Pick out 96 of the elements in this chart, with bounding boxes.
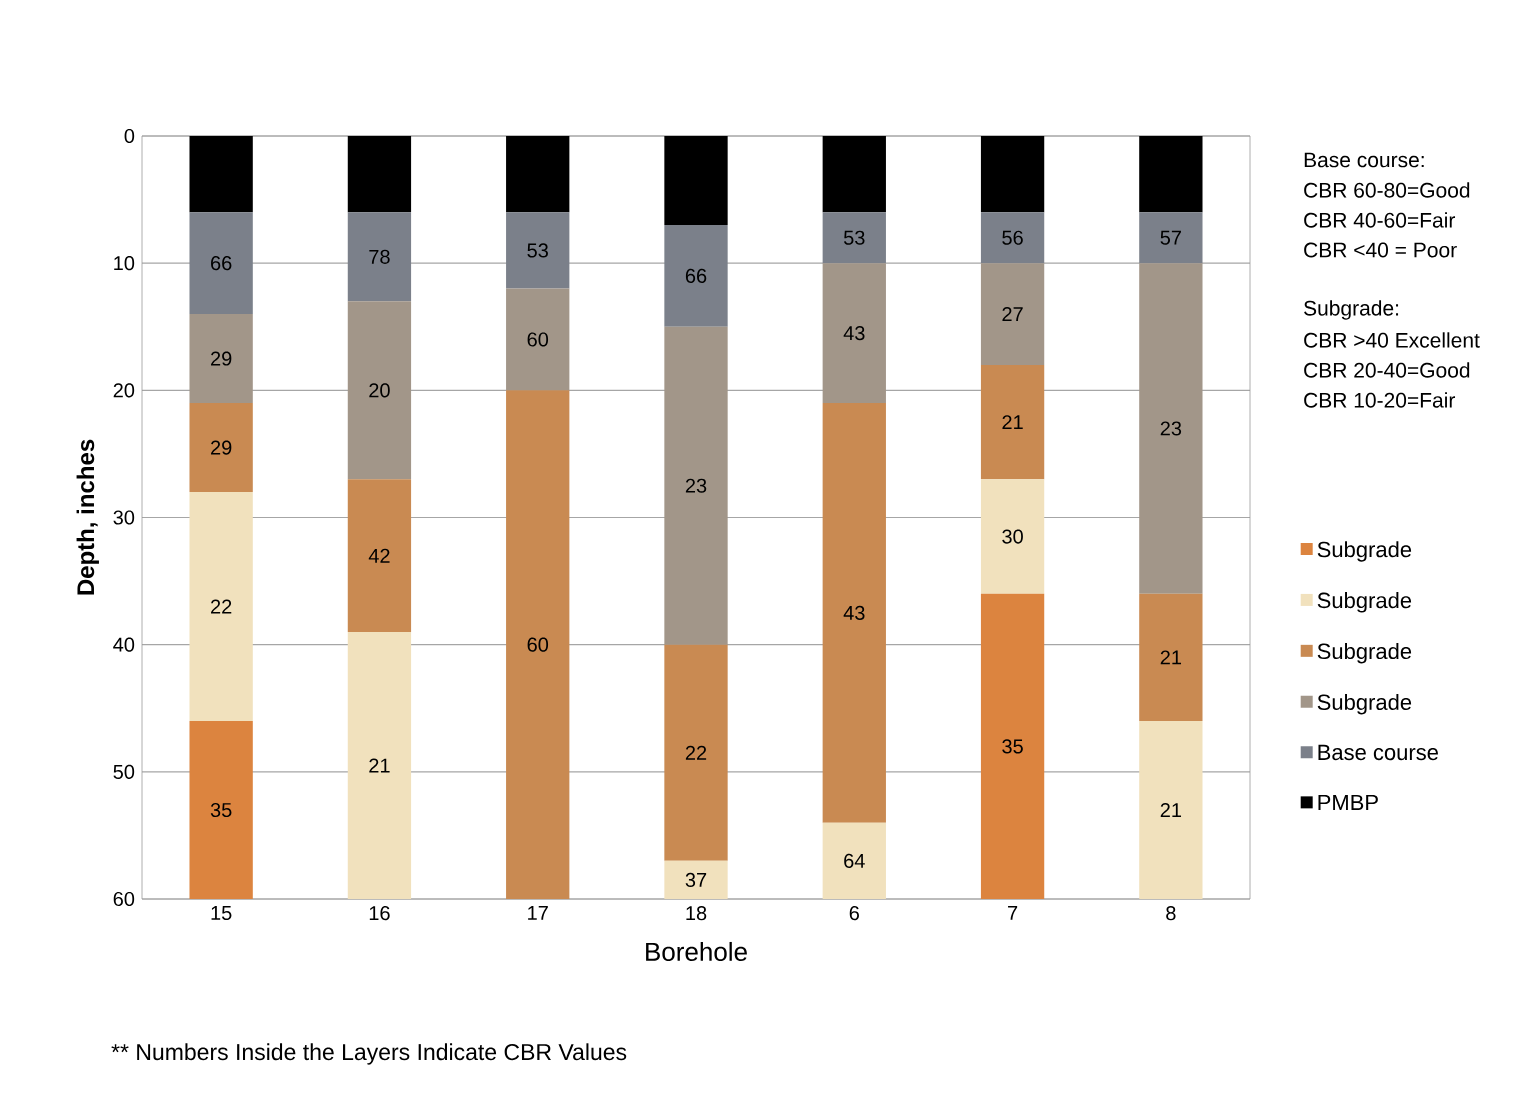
annotation: 64 bbox=[844, 853, 865, 868]
annotation: 35 bbox=[210, 802, 232, 818]
bar bbox=[980, 263, 1045, 365]
text: ** Numbers Inside the Layers Indicate CBR Values bbox=[111, 1043, 627, 1065]
y-tick-label: 20 bbox=[113, 383, 135, 398]
bar bbox=[347, 479, 412, 632]
annotation: 60 bbox=[527, 637, 549, 652]
annotation: 43 bbox=[843, 605, 865, 620]
annotation: 21 bbox=[369, 758, 390, 773]
legend-label: Subgrade bbox=[1317, 693, 1412, 715]
bar bbox=[664, 326, 728, 645]
bar bbox=[664, 860, 728, 900]
bar bbox=[347, 212, 412, 302]
annotation: 30 bbox=[1002, 529, 1023, 544]
bar bbox=[980, 593, 1045, 900]
bar bbox=[189, 403, 253, 493]
annotation: 42 bbox=[368, 548, 390, 563]
x-tick-label: 17 bbox=[528, 906, 548, 920]
y-tick-label: 0 bbox=[124, 128, 135, 144]
bar bbox=[189, 136, 253, 213]
bar bbox=[1139, 212, 1203, 264]
annotation: 22 bbox=[685, 745, 707, 760]
y-tick-label: 40 bbox=[113, 637, 135, 652]
bar bbox=[347, 136, 412, 213]
annotation: 23 bbox=[685, 478, 707, 493]
bar bbox=[822, 136, 886, 213]
annotation: 53 bbox=[527, 243, 548, 258]
y-tick-label: 50 bbox=[113, 764, 135, 779]
annotation: 29 bbox=[211, 440, 232, 455]
annotation: 23 bbox=[1160, 421, 1182, 436]
bar bbox=[980, 364, 1045, 480]
annotation: 27 bbox=[1002, 307, 1023, 322]
text: Base course: bbox=[1304, 152, 1424, 168]
bar bbox=[664, 136, 728, 226]
text: CBR 10-20=Fair bbox=[1304, 392, 1456, 408]
annotation: 29 bbox=[211, 351, 232, 366]
text: CBR 20-40=Good bbox=[1304, 362, 1470, 378]
bar bbox=[506, 288, 570, 391]
bar bbox=[1139, 593, 1203, 721]
annotation: 21 bbox=[1160, 803, 1182, 817]
text: Subgrade: bbox=[1304, 300, 1399, 320]
bar bbox=[822, 403, 886, 823]
annotation: 78 bbox=[369, 249, 390, 264]
y-tick-label: 60 bbox=[113, 891, 135, 907]
text: CBR 40-60=Fair bbox=[1304, 212, 1456, 228]
bar bbox=[664, 225, 728, 327]
bar bbox=[189, 720, 253, 900]
text: CBR <40 = Poor bbox=[1304, 242, 1457, 258]
annotation: 21 bbox=[1160, 650, 1182, 665]
annotation: 21 bbox=[1002, 415, 1023, 430]
annotation: 66 bbox=[685, 268, 707, 283]
bar bbox=[189, 314, 253, 404]
legend-label: PMBP bbox=[1318, 794, 1378, 811]
bar bbox=[1139, 136, 1203, 213]
bar bbox=[664, 644, 728, 861]
legend-label: Subgrade bbox=[1317, 541, 1412, 562]
bar bbox=[980, 136, 1045, 213]
annotation: 60 bbox=[527, 332, 549, 347]
y-tick-label: 10 bbox=[114, 256, 135, 271]
x-tick-label: 15 bbox=[211, 906, 232, 921]
y-axis-title: Depth, inches bbox=[76, 439, 99, 595]
annotation: 66 bbox=[211, 256, 232, 271]
legend-label: Subgrade bbox=[1317, 592, 1412, 613]
legend-label: Base course bbox=[1318, 744, 1438, 761]
y-tick-label: 30 bbox=[113, 510, 135, 525]
bar bbox=[822, 212, 886, 264]
bar bbox=[1139, 263, 1203, 594]
bar bbox=[822, 263, 886, 404]
x-axis-title: Borehole bbox=[646, 941, 747, 962]
annotation: 43 bbox=[843, 326, 865, 341]
bar bbox=[347, 301, 412, 480]
bar bbox=[1139, 720, 1203, 900]
annotation: 22 bbox=[211, 599, 232, 614]
bar bbox=[980, 212, 1045, 264]
x-tick-label: 16 bbox=[369, 906, 390, 921]
bar bbox=[980, 479, 1045, 594]
annotation: 53 bbox=[843, 230, 865, 245]
bar bbox=[506, 390, 570, 900]
x-tick-label: 8 bbox=[1166, 906, 1176, 921]
annotation: 57 bbox=[1160, 230, 1181, 245]
annotation: 56 bbox=[1002, 230, 1023, 245]
bar bbox=[347, 631, 412, 900]
annotation: 37 bbox=[685, 872, 707, 888]
bar bbox=[506, 136, 570, 213]
legend-label: Subgrade bbox=[1317, 642, 1412, 664]
bar bbox=[189, 492, 253, 721]
annotation: 20 bbox=[369, 383, 390, 398]
x-tick-label: 6 bbox=[849, 906, 859, 921]
x-tick-label: 7 bbox=[1008, 906, 1018, 920]
bar bbox=[506, 212, 570, 289]
bar bbox=[822, 822, 886, 900]
x-tick-label: 18 bbox=[686, 906, 707, 921]
text: CBR 60-80=Good bbox=[1304, 182, 1470, 198]
text: CBR >40 Excellent bbox=[1304, 332, 1480, 348]
bar bbox=[189, 212, 253, 315]
annotation: 35 bbox=[1002, 739, 1023, 754]
